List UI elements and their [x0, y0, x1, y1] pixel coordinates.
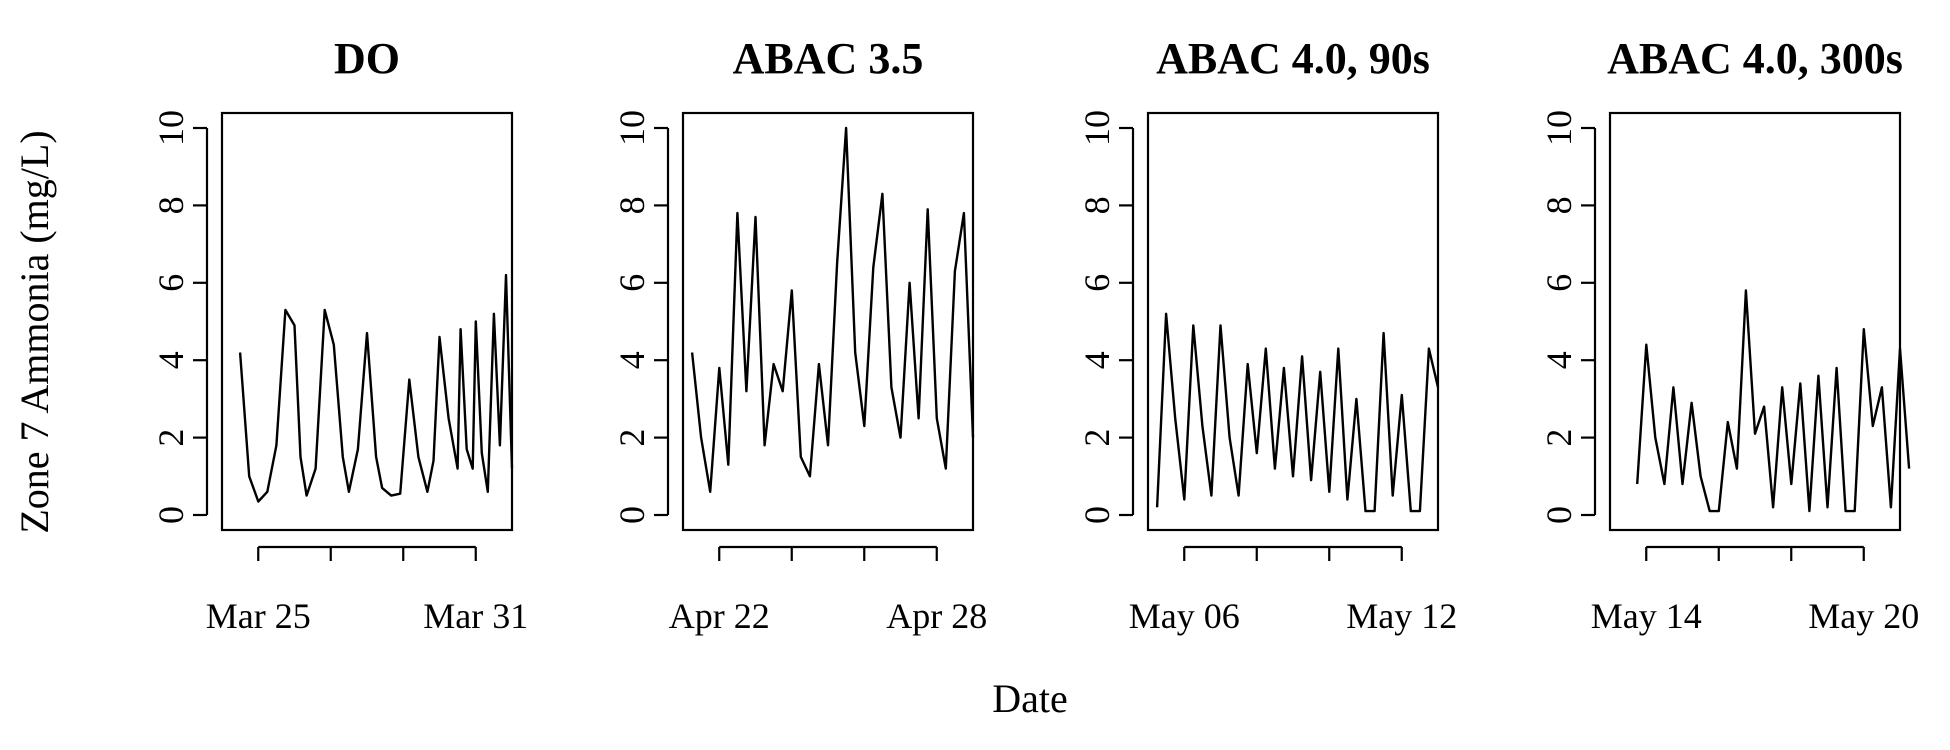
y-tick-label: 2 [612, 429, 652, 447]
plot-frame [681, 111, 975, 532]
x-axis-label: Date [992, 676, 1068, 721]
x-tick-label: Mar 31 [423, 596, 528, 636]
y-tick-label: 2 [1077, 429, 1117, 447]
y-tick-label: 2 [1539, 429, 1579, 447]
series-line [1636, 289, 1911, 513]
series-line [1155, 312, 1440, 513]
x-tick-label: May 14 [1591, 596, 1702, 636]
y-tick-label: 10 [1077, 110, 1117, 146]
panel-4: ABAC 4.0, 300s 0 2 4 6 8 10 May 14 May 20 [1539, 34, 1919, 636]
panel-1: DO 0 2 4 6 8 10 Mar 25 Mar 31 [151, 34, 528, 636]
y-tick-label: 4 [1539, 351, 1579, 369]
panel-title: ABAC 4.0, 90s [1156, 34, 1430, 83]
panel-2: ABAC 3.5 0 2 4 6 8 10 Apr 22 Apr 28 [612, 34, 987, 636]
plot-frame [220, 111, 514, 532]
chart-panels: DO 0 2 4 6 8 10 Mar 25 Mar 31 ABAC 3.5 0 2 4 6 8 10 Apr … [151, 34, 1919, 636]
y-tick-label: 10 [151, 110, 191, 146]
y-tick-label: 4 [1077, 351, 1117, 369]
y-tick-label: 2 [151, 429, 191, 447]
y-tick-label: 0 [151, 506, 191, 524]
y-tick-label: 6 [1539, 274, 1579, 292]
plot-frame [1608, 111, 1902, 532]
y-tick-label: 8 [151, 196, 191, 214]
x-tick-label: May 20 [1808, 596, 1919, 636]
y-tick-label: 8 [1539, 196, 1579, 214]
x-tick-label: May 06 [1129, 596, 1240, 636]
panel-title: ABAC 4.0, 300s [1607, 34, 1903, 83]
y-tick-label: 6 [1077, 274, 1117, 292]
panel-3: ABAC 4.0, 90s 0 2 4 6 8 10 May 06 May 12 [1077, 34, 1457, 636]
y-tick-label: 6 [151, 274, 191, 292]
y-tick-label: 8 [1077, 196, 1117, 214]
series-line [690, 126, 975, 493]
y-axis-label: Zone 7 Ammonia (mg/L) [12, 130, 57, 533]
panel-title: DO [334, 34, 400, 83]
y-tick-label: 0 [1077, 506, 1117, 524]
y-tick-label: 6 [612, 274, 652, 292]
y-tick-label: 4 [151, 351, 191, 369]
y-tick-label: 0 [612, 506, 652, 524]
series-line [238, 273, 514, 503]
plot-frame [1146, 111, 1440, 532]
panel-title: ABAC 3.5 [733, 34, 924, 83]
y-tick-label: 0 [1539, 506, 1579, 524]
y-tick-label: 10 [1539, 110, 1579, 146]
x-tick-label: Apr 22 [669, 596, 770, 636]
x-tick-label: Apr 28 [886, 596, 987, 636]
y-tick-label: 4 [612, 351, 652, 369]
x-tick-label: Mar 25 [206, 596, 311, 636]
x-tick-label: May 12 [1346, 596, 1457, 636]
y-tick-label: 8 [612, 196, 652, 214]
y-tick-label: 10 [612, 110, 652, 146]
